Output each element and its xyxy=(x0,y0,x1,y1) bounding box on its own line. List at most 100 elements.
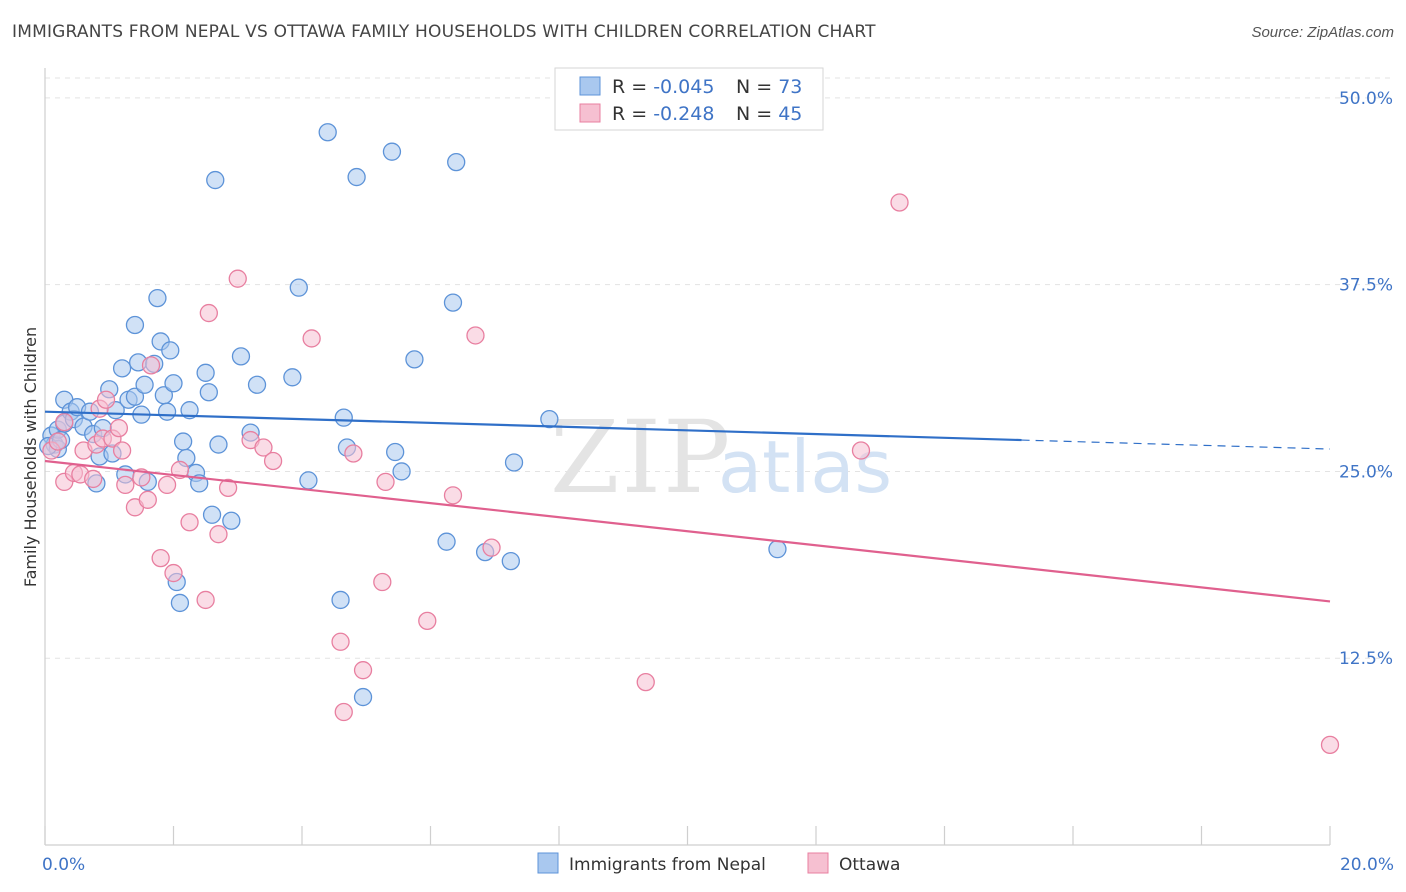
stats-row-nepal: R = -0.045 xyxy=(612,76,714,98)
ottawa-point xyxy=(141,356,161,375)
nepal-point xyxy=(135,375,154,394)
stats-n-value: 45 xyxy=(778,103,802,125)
watermark-atlas: atlas xyxy=(718,425,892,509)
stats-n-label: N = xyxy=(736,76,778,98)
watermark-zip: ZIP xyxy=(550,399,732,516)
ottawa-point xyxy=(112,441,132,460)
stats-row-ottawa: R = -0.248 xyxy=(612,103,714,125)
nepal-point xyxy=(334,408,353,427)
legend-swatch-ottawa xyxy=(807,852,829,874)
ottawa-point xyxy=(157,475,177,495)
ottawa-trend-line xyxy=(44,459,1331,603)
ottawa-point xyxy=(376,472,395,492)
ottawa-point xyxy=(851,441,871,460)
x-tick-label-min: 0.0% xyxy=(42,855,85,875)
stats-r-value: -0.248 xyxy=(653,103,714,125)
ottawa-point xyxy=(218,478,238,498)
legend-label-nepal: Immigrants from Nepal xyxy=(569,855,766,875)
nepal-point xyxy=(386,442,405,462)
source-label: Source: ZipAtlas.com xyxy=(1251,24,1394,41)
ottawa-point xyxy=(109,418,129,438)
nepal-point xyxy=(447,152,466,172)
y-tick-label: 12.5% xyxy=(1339,649,1393,669)
ottawa-point xyxy=(373,572,392,592)
watermark: ZIP atlas xyxy=(550,399,892,516)
nepal-point xyxy=(540,409,559,429)
legend-label-ottawa: Ottawa xyxy=(839,855,900,875)
ottawa-point xyxy=(443,486,463,505)
nepal-point xyxy=(299,471,318,490)
stats-n-label: N = xyxy=(736,103,778,125)
ottawa-point xyxy=(466,326,485,345)
nepal-point xyxy=(382,142,402,161)
nepal-point xyxy=(331,590,350,610)
nepal-point xyxy=(125,315,145,335)
nepal-point xyxy=(222,511,241,530)
ottawa-point xyxy=(180,513,199,532)
ottawa-point xyxy=(344,444,363,463)
y-tick-label: 37.5% xyxy=(1339,276,1393,296)
stats-n-ottawa: N = 45 xyxy=(736,103,802,125)
nepal-point xyxy=(405,350,424,369)
nepal-point xyxy=(437,532,456,551)
stats-r-label: R = xyxy=(612,103,653,125)
ottawa-point xyxy=(418,611,437,631)
ottawa-point xyxy=(209,525,228,544)
nepal-point xyxy=(157,402,177,421)
ottawa-point xyxy=(196,590,215,610)
nepal-point xyxy=(504,453,524,472)
ottawa-point xyxy=(48,432,67,451)
series-legend: Immigrants from Nepal Ottawa xyxy=(537,852,900,875)
legend-swatch-nepal xyxy=(537,852,559,874)
nepal-point xyxy=(125,387,145,406)
nepal-trend-extension xyxy=(1021,439,1331,450)
nepal-point xyxy=(199,383,218,402)
nepal-point xyxy=(202,505,222,524)
ottawa-point xyxy=(55,412,74,432)
ottawa-point xyxy=(199,303,218,323)
y-tick-label: 50.0% xyxy=(1339,89,1393,109)
y-tick-labels: 12.5% 25.0% 37.5% 50.0% xyxy=(1339,89,1393,669)
chart-title: IMMIGRANTS FROM NEPAL VS OTTAWA FAMILY H… xyxy=(12,22,876,42)
ottawa-point xyxy=(132,468,151,487)
ottawa-point xyxy=(302,329,321,348)
stats-swatch-ottawa xyxy=(579,103,601,123)
nepal-point xyxy=(247,375,267,394)
stats-r-value: -0.045 xyxy=(653,76,714,98)
ottawa-point xyxy=(138,490,157,509)
nepal-point xyxy=(148,288,167,308)
nepal-point xyxy=(231,347,251,366)
nepal-point xyxy=(196,363,215,382)
nepal-point xyxy=(173,432,193,451)
nepal-point xyxy=(318,123,337,142)
ottawa-point xyxy=(482,538,501,557)
nepal-point xyxy=(347,167,366,187)
stats-legend: R = -0.045 N = 73 R = -0.248 N = 45 xyxy=(554,67,824,131)
nepal-point xyxy=(209,435,228,454)
ottawa-point xyxy=(1320,735,1340,755)
nepal-point xyxy=(170,593,190,613)
nepal-point xyxy=(289,278,308,297)
ottawa-point xyxy=(636,672,655,692)
ottawa-point xyxy=(116,475,135,495)
ottawa-point xyxy=(263,451,283,471)
ottawa-point xyxy=(254,438,273,457)
x-tick-label-max: 20.0% xyxy=(1340,855,1394,875)
nepal-point xyxy=(353,687,373,707)
y-axis-label: Family Households with Children xyxy=(21,327,40,587)
nepal-point xyxy=(206,170,225,190)
grid-lines xyxy=(45,77,1392,659)
nepal-point xyxy=(164,374,183,393)
nepal-point xyxy=(768,539,787,559)
stats-swatch-nepal xyxy=(579,76,601,96)
nepal-trend-line xyxy=(44,410,1022,442)
stats-r-label: R = xyxy=(612,76,653,98)
nepal-point xyxy=(180,401,199,420)
ottawa-point xyxy=(331,632,350,651)
nepal-point xyxy=(501,551,520,571)
ottawa-point xyxy=(890,193,909,212)
nepal-point xyxy=(392,462,411,481)
stats-n-value: 73 xyxy=(778,76,802,98)
ottawa-point xyxy=(353,661,373,680)
